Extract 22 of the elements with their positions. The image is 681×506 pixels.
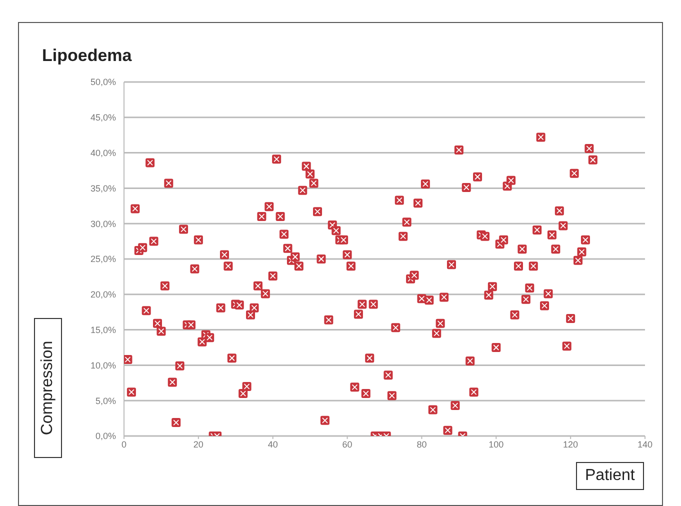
y-tick-label: 10,0% bbox=[90, 360, 116, 370]
y-axis-title: Compression bbox=[39, 340, 57, 436]
x-tick-label: 40 bbox=[268, 439, 278, 450]
y-tick-label: 5,0% bbox=[95, 396, 116, 406]
y-tick-label: 25,0% bbox=[90, 254, 116, 264]
x-tick-label: 140 bbox=[637, 439, 653, 450]
x-tick-label: 80 bbox=[416, 439, 427, 450]
y-tick-label: 35,0% bbox=[90, 183, 116, 194]
y-tick-label: 50,0% bbox=[90, 77, 116, 88]
y-tick-label: 45,0% bbox=[90, 112, 116, 123]
y-tick-label: 30,0% bbox=[90, 218, 116, 229]
y-tick-label: 40,0% bbox=[90, 148, 116, 158]
x-tick-label: 60 bbox=[342, 439, 352, 450]
chart-title: Lipoedema bbox=[42, 46, 132, 66]
x-tick-label: 20 bbox=[193, 439, 204, 450]
x-tick-label: 100 bbox=[488, 439, 504, 450]
y-tick-label: 15,0% bbox=[90, 324, 116, 335]
x-tick-label: 120 bbox=[563, 439, 578, 450]
y-tick-label: 20,0% bbox=[90, 290, 116, 300]
x-axis-title: Patient bbox=[576, 462, 644, 490]
x-tick-label: 0 bbox=[121, 439, 127, 450]
y-tick-label: 0,0% bbox=[95, 431, 116, 442]
